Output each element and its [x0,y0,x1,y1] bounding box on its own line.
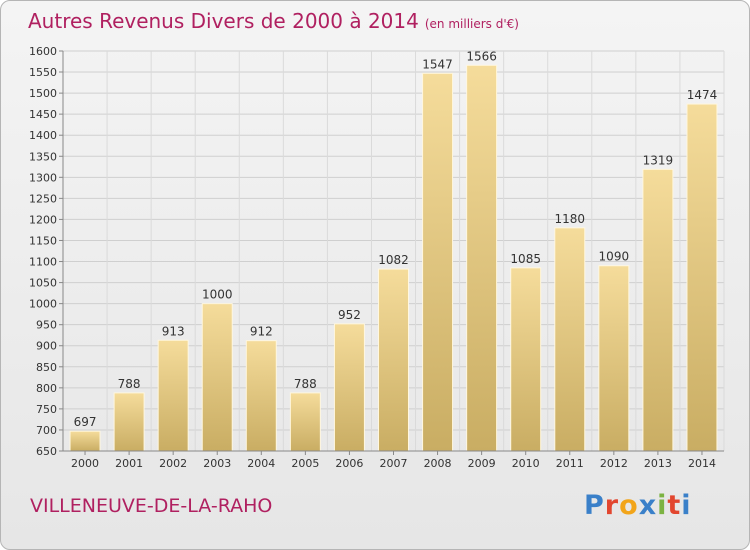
bar-2013 [643,169,673,451]
y-tick-label: 750 [36,403,57,416]
y-tick-label: 1400 [29,129,57,142]
bar-2008 [423,73,453,451]
bar-2001 [114,393,144,451]
x-tick-label-2006: 2006 [335,457,363,470]
logo-letter: i [681,490,691,521]
bar-2000 [70,431,100,451]
bar-2014 [687,104,717,451]
bar-2011 [555,228,585,451]
x-tick-label-2013: 2013 [644,457,672,470]
value-label-2007: 1082 [378,253,409,267]
bar-2012 [599,266,629,451]
proxiti-logo: Proxiti [584,490,692,521]
bar-2002 [158,340,188,451]
x-tick-label-2008: 2008 [424,457,452,470]
y-tick-label: 1200 [29,213,57,226]
y-tick-label: 900 [36,340,57,353]
y-tick-label: 1000 [29,298,57,311]
x-tick-label-2005: 2005 [291,457,319,470]
value-label-2001: 788 [118,377,141,391]
value-label-2011: 1180 [554,212,585,226]
y-tick-label: 1100 [29,256,57,269]
y-tick-label: 1550 [29,66,57,79]
value-label-2005: 788 [294,377,317,391]
y-tick-label: 1150 [29,234,57,247]
value-label-2006: 952 [338,308,361,322]
x-tick-label-2002: 2002 [159,457,187,470]
bar-2005 [290,393,320,451]
y-tick-label: 700 [36,424,57,437]
logo-letter: r [605,490,619,521]
x-tick-label-2011: 2011 [556,457,584,470]
y-tick-label: 1350 [29,150,57,163]
x-tick-label-2004: 2004 [247,457,275,470]
x-tick-label-2014: 2014 [688,457,716,470]
y-tick-label: 650 [36,445,57,458]
value-label-2014: 1474 [687,88,718,102]
value-label-2003: 1000 [202,288,233,302]
x-tick-label-2009: 2009 [468,457,496,470]
logo-letter: t [667,490,681,521]
x-tick-label-2003: 2003 [203,457,231,470]
value-label-2012: 1090 [599,250,630,264]
x-tick-label-2000: 2000 [71,457,99,470]
bar-2007 [379,269,409,451]
y-tick-label: 1050 [29,277,57,290]
value-label-2002: 913 [162,324,185,338]
logo-letter: P [584,490,605,521]
y-tick-label: 850 [36,361,57,374]
bar-2009 [467,65,497,451]
value-label-2008: 1547 [422,57,453,71]
y-tick-label: 1250 [29,192,57,205]
bar-2003 [202,304,232,451]
logo-letter: x [639,490,657,521]
x-tick-label-2012: 2012 [600,457,628,470]
value-label-2000: 697 [74,415,97,429]
x-tick-label-2007: 2007 [380,457,408,470]
town-name: VILLENEUVE-DE-LA-RAHO [30,495,272,517]
y-tick-label: 1500 [29,87,57,100]
logo-letter: i [657,490,667,521]
value-label-2010: 1085 [510,252,541,266]
bar-2010 [511,268,541,451]
bar-2004 [246,341,276,451]
y-tick-label: 1600 [29,45,57,58]
value-label-2004: 912 [250,325,273,339]
x-tick-label-2001: 2001 [115,457,143,470]
x-tick-label-2010: 2010 [512,457,540,470]
logo-letter: o [619,490,639,521]
y-tick-label: 1450 [29,108,57,121]
y-tick-label: 950 [36,319,57,332]
y-tick-label: 1300 [29,171,57,184]
value-label-2009: 1566 [466,49,497,63]
value-label-2013: 1319 [643,153,674,167]
y-tick-label: 800 [36,382,57,395]
bar-2006 [334,324,364,451]
